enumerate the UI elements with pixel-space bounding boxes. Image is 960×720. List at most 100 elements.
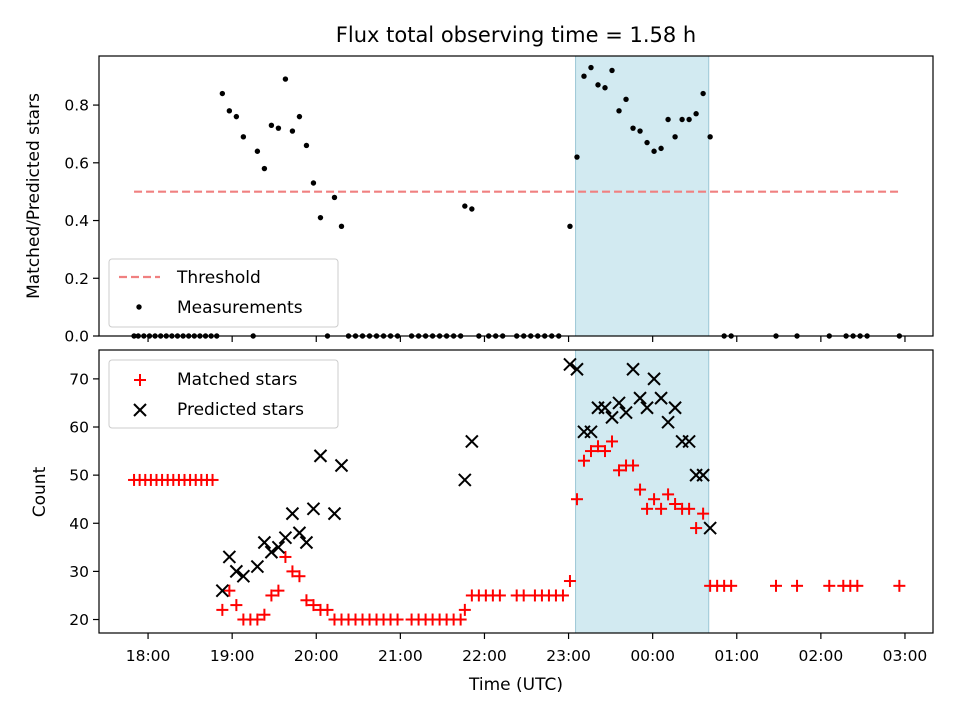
matched-legend-label: Matched stars — [177, 370, 297, 390]
predicted-star-point — [570, 362, 584, 376]
measurement-point — [658, 145, 664, 152]
predicted-star-point — [703, 521, 717, 535]
measurement-point — [574, 154, 580, 160]
predicted-star-point — [647, 372, 661, 386]
y-tick-label: 0.8 — [64, 97, 89, 115]
matched-star-point — [627, 459, 640, 472]
measurement-point — [275, 125, 282, 131]
matched-star-point — [206, 473, 219, 486]
predicted-star-point — [682, 434, 696, 449]
matched-star-point — [321, 603, 334, 616]
top-panel: 0.00.20.40.60.8 Matched/Predicted stars … — [24, 55, 934, 346]
matched-star-point — [791, 579, 804, 592]
matched-star-point — [683, 502, 696, 515]
predicted-star-point — [257, 535, 272, 550]
matched-star-point — [286, 565, 299, 578]
matched-star-point — [458, 603, 471, 616]
measurement-point — [672, 134, 678, 140]
y-tick-label: 0.4 — [64, 212, 89, 230]
predicted-star-point — [327, 506, 342, 521]
matched-star-point — [655, 502, 668, 515]
bottom-highlight-span — [575, 349, 710, 634]
matched-star-point — [669, 498, 682, 511]
matched-star-point — [577, 454, 590, 467]
predicted-star-point — [584, 425, 598, 439]
measurement-point — [588, 64, 594, 71]
predicted-star-point — [668, 401, 682, 415]
matched-star-point — [223, 584, 236, 597]
matched-star-point — [725, 579, 738, 592]
x-tick-label: 18:00 — [126, 647, 171, 665]
bottom-axes-frame — [98, 349, 934, 634]
measurement-point — [226, 108, 233, 114]
predicted-star-point — [612, 396, 626, 410]
measurement-point — [581, 73, 587, 79]
threshold-legend-label: Threshold — [176, 268, 261, 288]
matched-star-point — [391, 613, 404, 626]
matched-star-point — [591, 440, 604, 453]
matched-star-point — [599, 445, 612, 458]
measurement-point — [567, 223, 573, 230]
x-axis-label: Time (UTC) — [468, 675, 563, 695]
x-tick-label: 21:00 — [378, 647, 423, 665]
measurement-point — [254, 148, 261, 154]
measurement-point — [609, 67, 615, 74]
bottom-legend-box — [108, 359, 339, 429]
measurement-point — [310, 180, 317, 186]
y-tick-label: 70 — [69, 370, 89, 388]
measurement-point — [261, 165, 268, 172]
measurement-point — [651, 148, 657, 154]
measurement-point — [693, 111, 699, 117]
measurement-point — [665, 116, 671, 123]
matched-star-point — [454, 613, 467, 626]
y-tick-label: 50 — [69, 467, 89, 485]
measurement-point — [686, 116, 692, 123]
measurement-point — [338, 223, 345, 230]
predicted-star-point — [306, 502, 321, 516]
matched-star-point — [690, 522, 703, 535]
measurement-point — [595, 82, 601, 88]
bottom-legend: Matched stars Predicted stars — [108, 359, 339, 429]
predicted-star-point — [619, 405, 633, 420]
matched-star-point — [570, 493, 583, 506]
measurement-point — [219, 90, 226, 97]
measurement-point — [637, 128, 643, 134]
predicted-star-point — [271, 540, 286, 555]
predicted-star-point — [661, 415, 675, 429]
matched-star-point — [662, 488, 675, 501]
matched-star-point — [251, 613, 264, 626]
bottom-panel: 20 30 40 50 60 70 18:00 19:00 20:00 21:00 22:00 23… — [30, 349, 934, 695]
matched-star-point — [606, 435, 619, 448]
predicted-star-point — [598, 401, 612, 415]
x-tick-label: 19:00 — [210, 647, 255, 665]
predicted-star-point — [222, 550, 237, 564]
matched-star-point — [697, 507, 710, 520]
predicted-star-point — [640, 401, 654, 415]
matched-star-point — [563, 575, 576, 588]
matched-star-point — [230, 599, 243, 612]
matched-star-point — [493, 589, 506, 602]
matched-star-point — [634, 483, 647, 496]
matched-star-point — [265, 589, 278, 602]
predicted-star-point — [696, 468, 710, 482]
predicted-star-point — [278, 530, 293, 545]
matched-star-point — [770, 579, 783, 592]
predicted-star-point — [292, 526, 307, 540]
measurement-point — [303, 142, 310, 149]
x-tick-label: 00:00 — [630, 647, 675, 665]
measurement-point — [707, 134, 713, 140]
y-tick-label: 0.2 — [64, 270, 89, 288]
predicted-legend-label: Predicted stars — [177, 400, 304, 420]
x-tick-label: 02:00 — [799, 647, 844, 665]
top-legend-box — [108, 258, 339, 328]
measurement-point — [233, 113, 240, 120]
measurement-point — [317, 214, 324, 221]
matched-star-point — [216, 603, 229, 616]
measurement-point — [331, 194, 338, 201]
top-legend: Threshold Measurements — [108, 258, 339, 328]
predicted-star-point — [563, 357, 577, 372]
matched-star-point — [641, 502, 654, 515]
measurements-legend-swatch — [136, 304, 142, 310]
x-tick-label: 01:00 — [714, 647, 759, 665]
